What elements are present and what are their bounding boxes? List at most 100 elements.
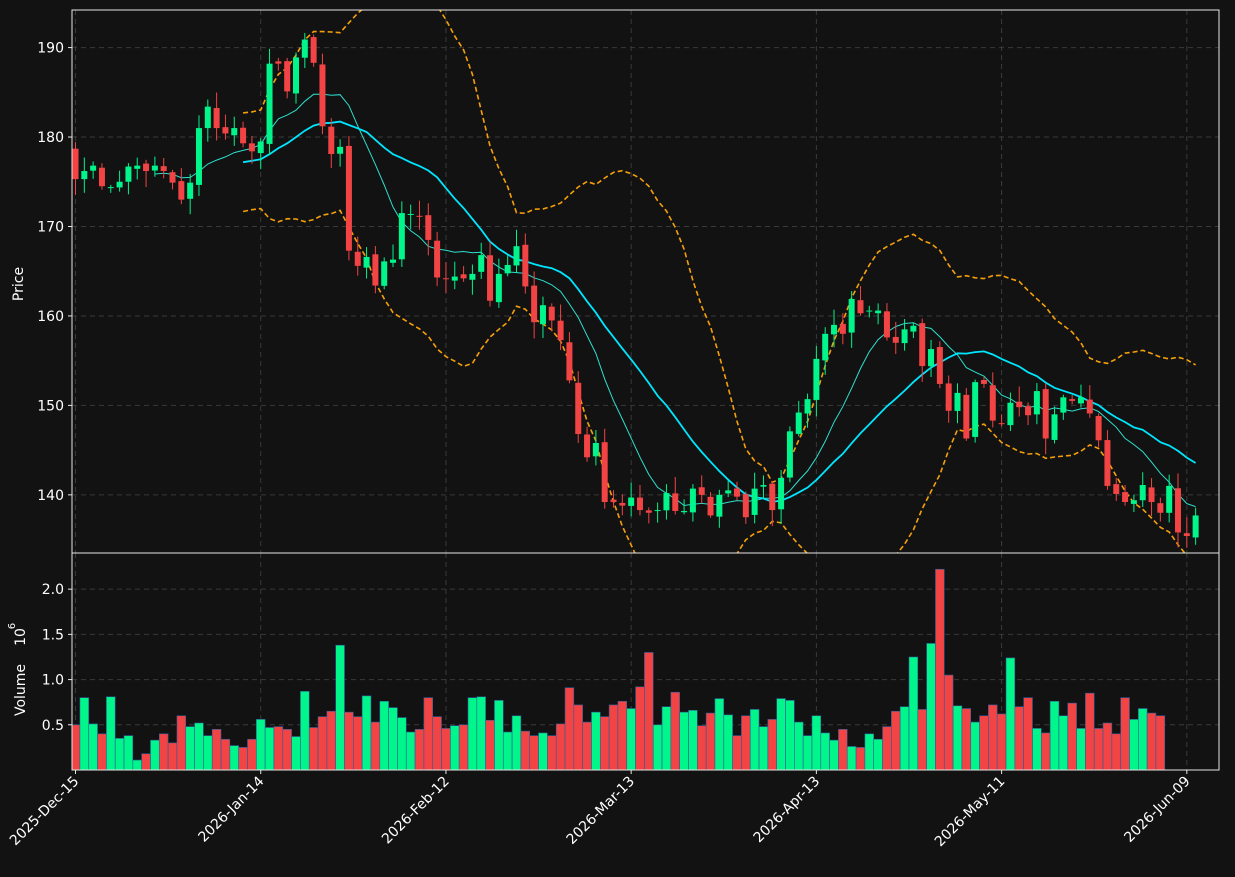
volume-tick-label: 0.5 [42,718,64,734]
volume-bar [591,711,601,770]
candle-body [963,394,970,439]
candle-body [372,254,379,286]
volume-bar [758,726,769,770]
candle-body [143,163,150,172]
volume-bar [150,739,160,770]
volume-bar [379,700,389,770]
candle-body [293,57,299,94]
candle-body [469,273,476,280]
candle-body [1042,389,1049,439]
volume-bar [635,686,645,770]
candle-body [134,165,141,169]
candle-body [310,37,317,63]
volume-bar [494,700,504,770]
candle-body [345,145,352,251]
candle-body [566,342,573,381]
volume-bar [88,723,98,770]
candle-body [354,251,361,266]
candle-body [619,502,626,506]
volume-bar [423,697,433,770]
candle-body [478,255,485,272]
candle-body [936,347,943,384]
volume-bar [1058,715,1069,770]
volume-bar [838,729,848,770]
candle-body [1148,487,1155,503]
candle-body [1007,402,1014,426]
volume-bar [238,747,248,770]
candle-body [160,166,167,172]
volume-bar [485,719,495,770]
candle-body [892,336,899,343]
candle-body [434,240,441,278]
volume-bar [1041,732,1051,770]
volume-bar [538,732,548,770]
volume-bar [1067,702,1077,770]
candle-body [883,311,890,338]
volume-bar [644,652,654,770]
volume-bar [785,700,795,770]
candle-body [848,298,855,333]
volume-exponent-power: 6 [7,623,18,629]
candle-body [548,306,555,321]
volume-bar [335,644,345,770]
candle-body [275,61,282,64]
candle-body [381,261,388,286]
candle-body [866,310,873,312]
candle-body [610,499,617,503]
candle-body [1025,406,1032,416]
candle-body [989,385,996,421]
volume-bar [247,738,257,770]
candle-body [98,167,105,187]
volume-bar [467,697,478,770]
candle-body [187,182,194,199]
candle-body [1095,416,1102,441]
candle-body [760,485,767,487]
candle-body [539,305,546,325]
candle-body [460,274,467,279]
volume-bar [326,710,336,770]
volume-bar [767,719,777,770]
volume-bar [899,706,910,770]
long-moving-average-line [242,120,1197,503]
volume-bar [547,735,557,770]
candle-body [928,349,935,367]
volume-bar [1076,728,1086,770]
candle-body [795,412,802,434]
candle-body [813,358,820,400]
candle-body [90,165,97,171]
volume-bar [123,735,134,770]
candle-body [513,246,520,266]
candle-body [1113,484,1120,494]
candle-body [284,61,291,92]
candle-body [416,215,423,217]
candle-body [363,256,370,268]
volume-bar [203,735,213,770]
volume-bar [282,729,292,770]
candle-body [601,442,608,503]
volume-bar [891,710,901,770]
price-tick-label: 140 [37,488,64,504]
volume-bar [141,753,151,770]
volume-bar [670,691,680,770]
volume-bar [432,716,442,770]
volume-bar [185,726,195,770]
volume-bar [723,714,733,770]
candle-body [822,333,829,361]
volume-bar [714,698,725,770]
volume-bar [679,711,689,770]
candle-body [504,264,511,274]
volume-axis-label: Volume [13,664,29,716]
volume-bar [1111,733,1121,770]
volume-bar [414,729,425,770]
volume-bar [1085,692,1095,770]
candle-body [1104,440,1111,486]
volume-bar [441,728,451,770]
volume-bar [220,738,231,770]
volume-bar [229,745,239,770]
price-tick-label: 190 [37,41,64,57]
price-tick-label: 150 [37,398,64,414]
candle-body [1175,488,1181,533]
candle-body [751,488,758,515]
volume-bar [502,731,513,770]
volume-bar [273,726,284,770]
